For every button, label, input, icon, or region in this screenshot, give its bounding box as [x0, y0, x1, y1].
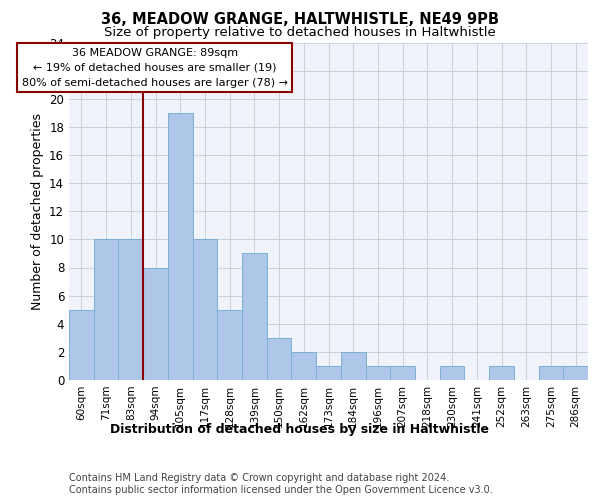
Bar: [242, 254, 267, 380]
Bar: [390, 366, 415, 380]
Bar: [365, 366, 390, 380]
Bar: [292, 352, 316, 380]
Bar: [168, 113, 193, 380]
Bar: [143, 268, 168, 380]
Text: Contains HM Land Registry data © Crown copyright and database right 2024.
Contai: Contains HM Land Registry data © Crown c…: [69, 474, 493, 495]
Text: Size of property relative to detached houses in Haltwhistle: Size of property relative to detached ho…: [104, 26, 496, 39]
Text: Distribution of detached houses by size in Haltwhistle: Distribution of detached houses by size …: [110, 422, 490, 436]
Bar: [489, 366, 514, 380]
Bar: [316, 366, 341, 380]
Bar: [563, 366, 588, 380]
Bar: [69, 310, 94, 380]
Bar: [267, 338, 292, 380]
Bar: [440, 366, 464, 380]
Text: 36, MEADOW GRANGE, HALTWHISTLE, NE49 9PB: 36, MEADOW GRANGE, HALTWHISTLE, NE49 9PB: [101, 12, 499, 28]
Bar: [217, 310, 242, 380]
Y-axis label: Number of detached properties: Number of detached properties: [31, 113, 44, 310]
Bar: [118, 240, 143, 380]
Bar: [193, 240, 217, 380]
Bar: [341, 352, 365, 380]
Bar: [539, 366, 563, 380]
Text: 36 MEADOW GRANGE: 89sqm
← 19% of detached houses are smaller (19)
80% of semi-de: 36 MEADOW GRANGE: 89sqm ← 19% of detache…: [22, 48, 287, 88]
Bar: [94, 240, 118, 380]
